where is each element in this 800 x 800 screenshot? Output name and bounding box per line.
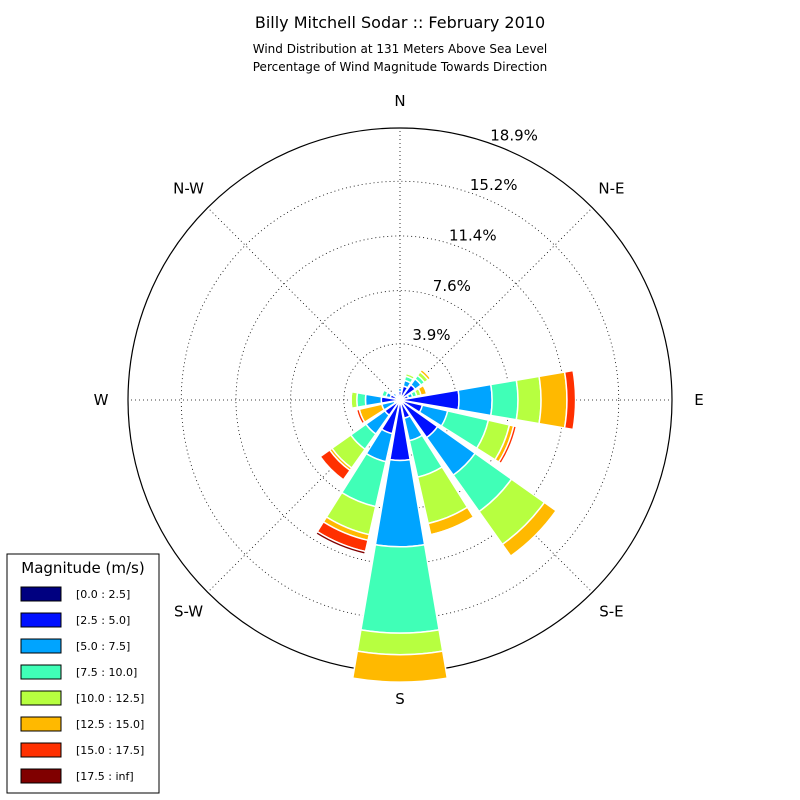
sector-337.5 (395, 392, 401, 401)
grid-spoke-s-w (207, 399, 401, 593)
direction-label-e: E (694, 391, 703, 409)
bar-segment-90-bin-4 (515, 375, 542, 425)
legend-label-3: [7.5 : 10.0] (76, 666, 137, 679)
bar-segment-270-bin-3 (356, 391, 367, 409)
bar-segment-225-bin-6 (319, 448, 352, 481)
bar-segment-135-bin-5 (501, 501, 558, 558)
legend-swatch-5 (20, 716, 62, 732)
bar-segment-180-bin-4 (356, 628, 444, 656)
bar-segment-90-bin-6 (563, 369, 577, 431)
bar-segment-180-bin-5 (351, 650, 449, 683)
direction-label-n: N (394, 92, 405, 110)
legend: Magnitude (m/s) [0.0 : 2.5] [2.5 : 5.0] [5… (6, 553, 160, 794)
sector-112.5 (399, 399, 518, 465)
radial-tick-label-4: 15.2% (470, 176, 518, 194)
direction-label-w: W (94, 391, 109, 409)
sector-90 (399, 369, 577, 431)
bar-segment-337.5-bin-2 (395, 392, 400, 397)
bar-segment-67.5-bin-5 (417, 384, 428, 397)
sector-157.5 (399, 399, 476, 538)
radial-tick-label-3: 11.4% (449, 226, 497, 244)
sector-67.5 (399, 384, 428, 401)
bar-segment-90-bin-2 (457, 383, 493, 417)
legend-label-0: [0.0 : 2.5] (76, 588, 130, 601)
sector-180 (351, 399, 449, 683)
bar-segment-292.5-bin-3 (380, 389, 389, 398)
bar-segment-247.5-bin-6 (355, 408, 366, 425)
legend-title: Magnitude (m/s) (21, 559, 144, 577)
bar-segment-22.5-bin-5 (405, 371, 417, 378)
legend-label-6: [15.0 : 17.5] (76, 744, 144, 757)
radial-tick-label-2: 7.6% (433, 277, 471, 295)
legend-label-1: [2.5 : 5.0] (76, 614, 130, 627)
legend-swatch-6 (20, 742, 62, 758)
bar-segment-202.5-bin-7 (314, 530, 367, 556)
bar-segment-180-bin-3 (360, 543, 440, 634)
sector-202.5 (314, 399, 401, 556)
polar-labels: N N-E E S-E S S-W W N-W 3.9% 7.6% 11.4% 15.2% 18.9% (94, 92, 704, 708)
direction-label-s: S (395, 690, 405, 708)
legend-swatch-0 (20, 586, 62, 602)
direction-label-n-e: N-E (598, 180, 624, 198)
sector-135 (399, 399, 558, 558)
legend-swatch-3 (20, 664, 62, 680)
wind-bars (314, 368, 577, 683)
bar-segment-157.5-bin-6 (429, 515, 476, 538)
legend-items: [0.0 : 2.5] [2.5 : 5.0] [5.0 : 7.5] [7.5 : … (20, 586, 144, 784)
legend-label-5: [12.5 : 15.0] (76, 718, 144, 731)
grid-spoke-n-w (207, 207, 401, 401)
legend-swatch-2 (20, 638, 62, 654)
legend-swatch-1 (20, 612, 62, 628)
direction-label-n-w: N-W (173, 180, 204, 198)
bar-segment-270-bin-5 (348, 390, 353, 410)
legend-swatch-7 (20, 768, 62, 784)
chart-subtitle-line-1: Wind Distribution at 131 Meters Above Se… (253, 42, 548, 56)
bar-segment-45-bin-5 (418, 368, 432, 382)
bar-segment-90-bin-5 (538, 371, 568, 429)
sector-247.5 (355, 399, 401, 425)
legend-label-7: [17.5 : inf] (76, 770, 134, 783)
grid-ring-4 (180, 180, 620, 620)
legend-swatch-4 (20, 690, 62, 706)
chart-subtitle-line-2: Percentage of Wind Magnitude Towards Dir… (253, 60, 547, 74)
legend-label-2: [5.0 : 7.5] (76, 640, 130, 653)
direction-label-s-e: S-E (599, 602, 623, 620)
direction-label-s-w: S-W (174, 602, 203, 620)
chart-title: Billy Mitchell Sodar :: February 2010 (255, 13, 545, 32)
radial-tick-label-1: 3.9% (412, 326, 450, 344)
legend-label-4: [10.0 : 12.5] (76, 692, 144, 705)
grid-spoke-n-e (399, 207, 593, 401)
bar-segment-112.5-bin-6 (497, 425, 518, 465)
radial-tick-label-5: 18.9% (490, 127, 538, 145)
bar-segment-270-bin-2 (364, 393, 383, 407)
sector-22.5 (399, 371, 417, 401)
bar-segment-90-bin-3 (489, 379, 519, 421)
bar-segment-315-bin-2 (391, 391, 398, 398)
